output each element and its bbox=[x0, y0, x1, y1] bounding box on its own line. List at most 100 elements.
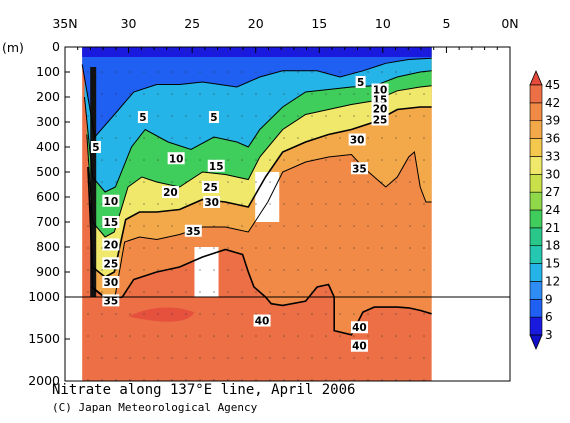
contour-label: 25 bbox=[104, 258, 119, 270]
y-tick-label: 0 bbox=[52, 39, 60, 54]
colorbar-top-arrow bbox=[529, 69, 543, 86]
colorbar-swatch bbox=[529, 191, 543, 211]
contour-label-bg bbox=[253, 314, 271, 327]
contour-label-bg bbox=[102, 194, 120, 207]
y-tick-label: 1500 bbox=[28, 331, 60, 346]
contour-label: 40 bbox=[352, 341, 367, 353]
contour-label: 25 bbox=[373, 115, 388, 127]
chart-title: Nitrate along 137°E line, April 2006 bbox=[52, 382, 356, 398]
colorbar-label: 21 bbox=[545, 221, 560, 235]
contour-label-bg bbox=[90, 141, 101, 153]
contour-label-bg bbox=[371, 83, 389, 96]
y-axis: 0 100 200 300 400 500 600 700 800 900 1000 1500 2000 bbox=[28, 39, 70, 388]
contour-label: 40 bbox=[352, 322, 367, 334]
contour-label-bg bbox=[102, 238, 120, 251]
contour-label-bg bbox=[207, 159, 225, 172]
x-tick-label: 25 bbox=[184, 16, 200, 31]
colorbar-swatch bbox=[529, 227, 543, 247]
contour-label: 10 bbox=[104, 196, 119, 208]
colorbar-swatch bbox=[529, 173, 543, 193]
contour-label: 20 bbox=[104, 240, 119, 252]
contour-label-bg bbox=[355, 76, 366, 88]
colorbar-swatch bbox=[529, 316, 543, 336]
x-tick-label: 0N bbox=[501, 16, 518, 31]
contour-label-bg bbox=[202, 181, 220, 193]
contour-label-bg bbox=[137, 111, 148, 123]
colorbar-label: 27 bbox=[545, 185, 560, 199]
colorbar-label: 6 bbox=[545, 310, 553, 324]
x-axis: 35N 30 25 20 15 10 5 0N bbox=[52, 16, 519, 53]
colorbar-swatch bbox=[529, 156, 543, 175]
colorbar-label: 30 bbox=[545, 167, 560, 181]
contour-label-bg bbox=[161, 186, 179, 198]
contour-label: 15 bbox=[104, 217, 119, 229]
contour-label: 15 bbox=[209, 161, 224, 173]
contour-label: 5 bbox=[210, 112, 217, 124]
contour-label: 5 bbox=[92, 142, 99, 154]
y-tick-label: 200 bbox=[36, 89, 60, 104]
contour-label: 10 bbox=[169, 153, 184, 165]
contour-label: 20 bbox=[163, 187, 178, 199]
colorbar-label: 45 bbox=[545, 78, 560, 92]
contour-label: 35 bbox=[352, 163, 367, 175]
y-tick-label: 1000 bbox=[28, 289, 60, 304]
contour-5 bbox=[81, 57, 432, 139]
frame-border bbox=[64, 46, 511, 382]
colorbar-swatch bbox=[529, 298, 543, 318]
colorbar-label: 36 bbox=[545, 132, 560, 146]
colorbar-label: 42 bbox=[545, 96, 560, 110]
contour-label-bg bbox=[348, 133, 366, 146]
contour-label: 40 bbox=[255, 316, 270, 328]
y-tick-label: 500 bbox=[36, 164, 60, 179]
colorbar-swatch bbox=[529, 138, 543, 157]
colorbar-label: 24 bbox=[545, 203, 560, 217]
contour-label-bg bbox=[350, 321, 368, 334]
y-tick-label: 300 bbox=[36, 114, 60, 129]
colorbar-label: 15 bbox=[545, 257, 560, 271]
colorbar-bottom-arrow bbox=[529, 334, 543, 351]
colorbar-swatch bbox=[529, 263, 543, 282]
x-tick-label: 10 bbox=[375, 16, 391, 31]
x-tick-label: 15 bbox=[311, 16, 327, 31]
y-axis-label: (m) bbox=[2, 40, 24, 55]
colorbar-swatch bbox=[529, 209, 543, 229]
contour-label-bg bbox=[350, 339, 368, 352]
colorbar-label: 9 bbox=[545, 292, 553, 306]
contour-label-bg bbox=[102, 216, 120, 228]
contour-10 bbox=[84, 70, 432, 193]
contour-label: 30 bbox=[204, 197, 219, 209]
contour-35 bbox=[88, 151, 432, 298]
colorbar-label: 12 bbox=[545, 274, 560, 288]
contour-label: 30 bbox=[350, 135, 365, 147]
y-tick-label: 2000 bbox=[28, 373, 60, 388]
contour-label: 20 bbox=[373, 103, 388, 115]
colorbar-swatch bbox=[529, 84, 543, 104]
colorbar-swatch bbox=[529, 281, 543, 300]
colorbar-label: 18 bbox=[545, 239, 560, 253]
contour-label-bg bbox=[208, 111, 219, 123]
colorbar-label: 3 bbox=[545, 328, 553, 342]
contour-label: 35 bbox=[104, 295, 119, 307]
colorbar-swatch bbox=[529, 120, 543, 139]
x-tick-label: 30 bbox=[121, 16, 137, 31]
colorbar-label: 39 bbox=[545, 114, 560, 128]
colorbar-label: 33 bbox=[545, 149, 560, 163]
contour-label: 35 bbox=[186, 226, 201, 238]
contour-label: 5 bbox=[139, 112, 146, 124]
contour-label-bg bbox=[371, 102, 389, 115]
x-tick-label: 20 bbox=[248, 16, 264, 31]
y-tick-label: 100 bbox=[36, 64, 60, 79]
contour-label: 25 bbox=[203, 182, 218, 194]
contour-label: 30 bbox=[104, 277, 119, 289]
colorbar-swatch bbox=[529, 245, 543, 264]
contour-label-bg bbox=[102, 257, 120, 270]
y-tick-label: 900 bbox=[36, 264, 60, 279]
contour-40 bbox=[90, 248, 432, 336]
colorbar-swatch bbox=[529, 102, 543, 122]
x-tick-label: 5 bbox=[442, 16, 450, 31]
x-tick-label: 35N bbox=[52, 16, 77, 31]
contour-label-bg bbox=[371, 113, 389, 126]
